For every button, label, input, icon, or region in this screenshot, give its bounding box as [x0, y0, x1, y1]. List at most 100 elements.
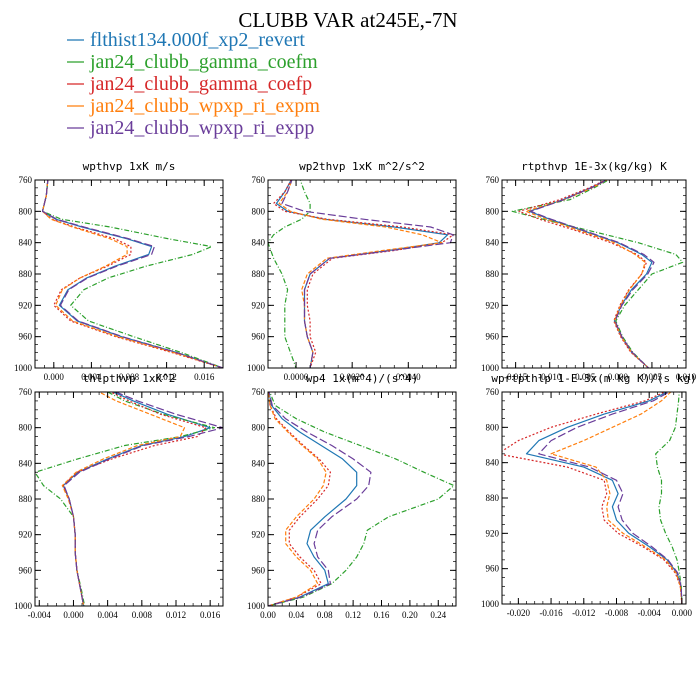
legend-entry-2: jan24_clubb_gamma_coefp — [89, 73, 312, 95]
x-tick-label-1-2: 0.0040 — [396, 372, 421, 382]
series-line-3-0 — [62, 392, 211, 606]
panels: wpthvp 1xK m/s 0.000 0.004 0.008 0.012 0.016 7… — [14, 160, 697, 620]
x-tick-label-2-4: 0.005 — [642, 372, 663, 382]
y-tick-label-0-4: 920 — [19, 300, 33, 310]
series-line-0-0 — [41, 180, 223, 368]
x-tick-label-2-1: -0.010 — [538, 372, 562, 382]
panel-title-4: wp4 1x(m^4)/(s^4) — [306, 372, 419, 385]
series-line-2-1 — [511, 180, 684, 368]
legend-entry-4: jan24_clubb_wpxp_ri_expp — [89, 117, 314, 139]
series-line-2-4 — [529, 180, 655, 368]
x-tick-label-4-6: 0.24 — [430, 610, 446, 620]
x-tick-label-3-4: 0.012 — [166, 610, 186, 620]
y-tick-label-5-6: 1000 — [481, 599, 500, 609]
y-tick-label-4-6: 1000 — [247, 601, 266, 611]
y-tick-label-4-1: 800 — [252, 423, 266, 433]
x-tick-label-5-3: -0.008 — [605, 608, 629, 618]
series-line-3-3 — [61, 392, 186, 606]
y-tick-label-0-5: 960 — [19, 332, 33, 342]
x-tick-label-3-5: 0.016 — [200, 610, 221, 620]
panel-frame-4 — [267, 391, 457, 607]
y-tick-label-2-4: 920 — [486, 300, 500, 310]
series-line-5-4 — [538, 392, 683, 604]
x-tick-label-4-3: 0.12 — [345, 610, 361, 620]
y-tick-label-5-5: 960 — [486, 564, 500, 574]
y-tick-label-4-5: 960 — [252, 565, 266, 575]
panel-title-5: wprtpthlp 1-E-3x(m kg K)/(s kg) — [491, 372, 696, 385]
x-tick-label-4-1: 0.04 — [289, 610, 305, 620]
x-tick-label-0-3: 0.012 — [156, 372, 176, 382]
x-tick-label-5-5: 0.000 — [672, 608, 693, 618]
series-line-1-3 — [278, 180, 443, 368]
series-line-5-2 — [502, 392, 683, 604]
y-tick-label-1-6: 1000 — [247, 363, 266, 373]
y-tick-label-1-1: 800 — [252, 206, 266, 216]
x-tick-label-4-0: 0.00 — [260, 610, 276, 620]
series-line-5-0 — [525, 392, 683, 604]
y-tick-label-0-1: 800 — [19, 206, 33, 216]
series-line-5-3 — [550, 392, 683, 604]
y-tick-label-2-1: 800 — [486, 206, 500, 216]
panel-1: wp2thvp 1xK m^2/s^2 0.0000 0.0020 0.0040 760… — [247, 160, 457, 382]
x-tick-label-2-3: 0.000 — [608, 372, 629, 382]
panel-title-3: thlpthvp 1xK^2 — [83, 372, 176, 385]
x-tick-label-5-1: -0.016 — [539, 608, 563, 618]
x-tick-label-1-1: 0.0020 — [340, 372, 365, 382]
x-tick-label-5-2: -0.012 — [572, 608, 595, 618]
x-tick-label-3-0: -0.004 — [28, 610, 52, 620]
panel-frame-5 — [501, 391, 687, 605]
panel-5: wprtpthlp 1-E-3x(m kg K)/(s kg) -0.020 -0.… — [481, 372, 697, 618]
x-tick-label-1-0: 0.0000 — [284, 372, 309, 382]
series-line-3-4 — [63, 392, 223, 606]
figure-title: CLUBB VAR at245E,-7N — [238, 8, 457, 32]
y-tick-label-4-4: 920 — [252, 530, 266, 540]
x-tick-label-4-2: 0.08 — [317, 610, 333, 620]
y-tick-label-5-0: 760 — [486, 387, 500, 397]
y-tick-label-0-0: 760 — [19, 175, 33, 185]
panel-title-2: rtpthvp 1E-3x(kg/kg) K — [521, 160, 667, 173]
series-line-4-0 — [268, 392, 358, 606]
x-tick-label-5-4: -0.004 — [638, 608, 662, 618]
legend-entry-0: flthist134.000f_xp2_revert — [90, 29, 305, 51]
y-tick-label-5-4: 920 — [486, 528, 500, 538]
x-tick-label-0-4: 0.016 — [194, 372, 215, 382]
series-line-0-2 — [41, 180, 223, 368]
y-tick-label-2-3: 880 — [486, 269, 500, 279]
y-tick-label-4-2: 840 — [252, 458, 266, 468]
y-tick-label-3-4: 920 — [19, 530, 33, 540]
y-tick-label-1-0: 760 — [252, 175, 266, 185]
y-tick-label-3-3: 880 — [19, 494, 33, 504]
x-tick-label-4-4: 0.16 — [374, 610, 390, 620]
x-tick-label-2-5: 0.010 — [676, 372, 697, 382]
series-line-4-1 — [268, 392, 455, 606]
y-tick-label-1-3: 880 — [252, 269, 266, 279]
y-tick-label-1-5: 960 — [252, 332, 266, 342]
panel-2: rtpthvp 1E-3x(kg/kg) K -0.015 -0.010 -0.005… — [481, 160, 697, 382]
series-line-3-2 — [62, 392, 207, 606]
y-tick-label-5-1: 800 — [486, 422, 500, 432]
y-tick-label-4-0: 760 — [252, 387, 266, 397]
series-line-1-1 — [268, 180, 311, 368]
y-tick-label-2-6: 1000 — [481, 363, 500, 373]
series-line-0-4 — [41, 180, 223, 368]
y-tick-label-0-6: 1000 — [14, 363, 33, 373]
series-line-5-1 — [655, 392, 683, 604]
panel-0: wpthvp 1xK m/s 0.000 0.004 0.008 0.012 0.016 7… — [14, 160, 224, 382]
series-line-3-1 — [35, 392, 216, 606]
y-tick-label-1-2: 840 — [252, 238, 266, 248]
y-tick-label-2-0: 760 — [486, 175, 500, 185]
panel-title-1: wp2thvp 1xK m^2/s^2 — [299, 160, 425, 173]
y-tick-label-3-1: 800 — [19, 423, 33, 433]
y-tick-label-4-3: 880 — [252, 494, 266, 504]
series-line-1-4 — [281, 180, 454, 368]
x-tick-label-3-3: 0.008 — [132, 610, 153, 620]
series-line-2-2 — [518, 180, 649, 368]
series-line-4-3 — [268, 392, 327, 606]
y-tick-label-2-5: 960 — [486, 332, 500, 342]
x-tick-label-0-2: 0.008 — [119, 372, 140, 382]
x-tick-label-4-5: 0.20 — [402, 610, 418, 620]
x-tick-label-2-0: -0.015 — [504, 372, 528, 382]
y-tick-label-0-3: 880 — [19, 269, 33, 279]
panel-4: wp4 1x(m^4)/(s^4) 0.00 0.04 0.08 0.12 0.16 0.2… — [247, 372, 457, 620]
y-tick-label-2-2: 840 — [486, 238, 500, 248]
